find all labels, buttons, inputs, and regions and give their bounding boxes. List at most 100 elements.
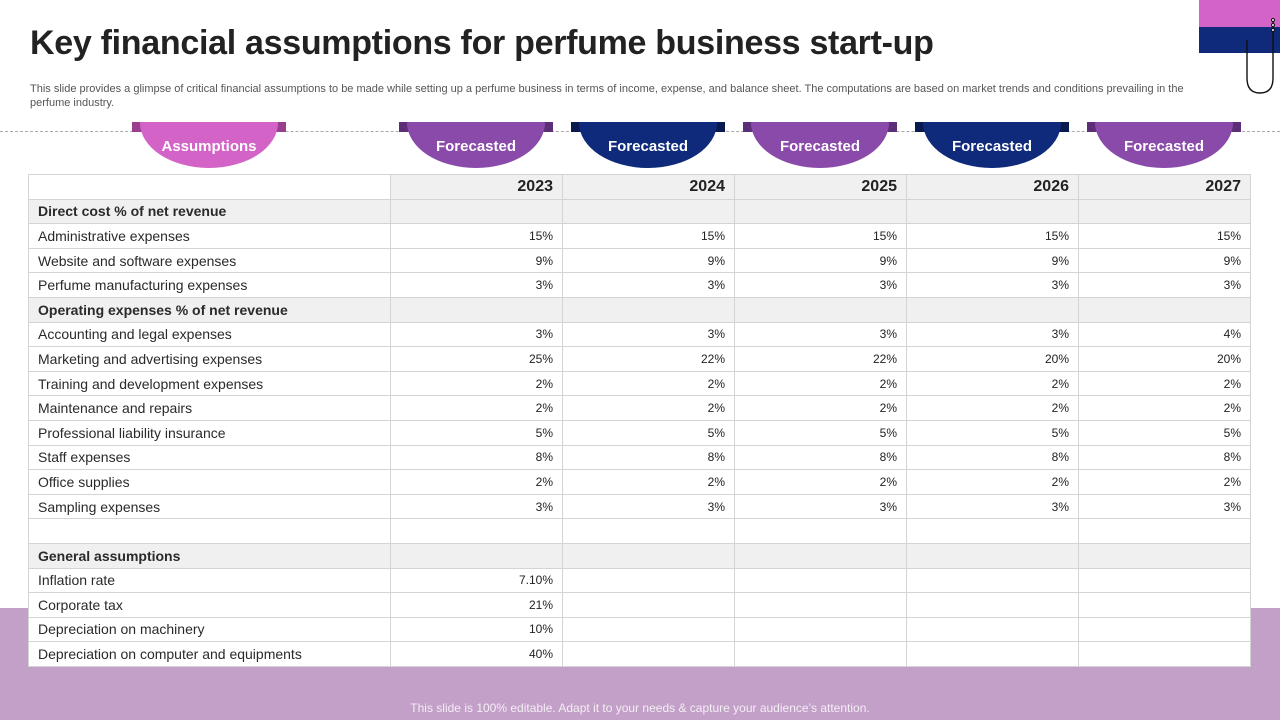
value-cell	[906, 616, 1079, 643]
corner-navy-block	[1199, 27, 1280, 53]
value-cell: 2%	[906, 370, 1079, 397]
value-cell	[562, 296, 735, 323]
row-label	[28, 518, 391, 544]
value-cell: 9%	[734, 247, 907, 274]
value-cell	[906, 198, 1079, 225]
tab-bowl: Forecasted	[1095, 122, 1233, 168]
value-cell: 15%	[390, 223, 563, 249]
table-row: Professional liability insurance 5% 5% 5% 5%…	[28, 419, 1251, 446]
value-cell: 3%	[906, 493, 1079, 520]
value-cell: 2%	[562, 395, 735, 421]
value-cell	[906, 592, 1079, 618]
footer-note: This slide is 100% editable. Adapt it to…	[410, 701, 870, 715]
value-cell	[562, 567, 735, 594]
value-cell	[1078, 641, 1251, 667]
value-cell: 3%	[562, 272, 735, 298]
value-cell	[562, 592, 735, 618]
tab-bowl: Forecasted	[579, 122, 717, 168]
tab-forecasted-2026: Forecasted	[915, 122, 1069, 168]
year-header-2023: 2023	[390, 174, 563, 200]
tab-label: Forecasted	[1123, 137, 1205, 155]
tab-bowl: Assumptions	[140, 122, 278, 168]
value-cell: 2%	[1078, 370, 1251, 397]
value-cell: 3%	[734, 493, 907, 520]
value-cell	[1078, 592, 1251, 618]
value-cell: 4%	[1078, 321, 1251, 348]
value-cell: 2%	[906, 395, 1079, 421]
value-cell	[1078, 198, 1251, 225]
value-cell: 3%	[562, 321, 735, 348]
row-label: Depreciation on machinery	[28, 616, 391, 643]
value-cell: 2%	[390, 395, 563, 421]
row-label: Maintenance and repairs	[28, 395, 391, 421]
value-cell: 5%	[906, 419, 1079, 446]
value-cell	[562, 641, 735, 667]
value-cell: 7.10%	[390, 567, 563, 594]
value-cell	[390, 542, 563, 569]
value-cell: 2%	[906, 469, 1079, 495]
value-cell	[906, 567, 1079, 594]
tab-label: Assumptions	[161, 137, 257, 155]
table-section-row: Operating expenses % of net revenue	[28, 296, 1251, 323]
value-cell: 2%	[734, 370, 907, 397]
row-label: Marketing and advertising expenses	[28, 346, 391, 372]
row-label: Professional liability insurance	[28, 419, 391, 446]
value-cell	[562, 542, 735, 569]
table-header-row: 2023 2024 2025 2026 2027	[28, 174, 1251, 200]
tab-label: Forecasted	[607, 137, 689, 155]
value-cell	[734, 567, 907, 594]
value-cell: 8%	[906, 444, 1079, 471]
table-body: Direct cost % of net revenue Administrati…	[28, 198, 1251, 667]
value-cell	[1078, 616, 1251, 643]
year-header-2027: 2027	[1078, 174, 1251, 200]
table-row: Marketing and advertising expenses 25% 22%…	[28, 346, 1251, 372]
value-cell: 5%	[390, 419, 563, 446]
value-cell: 9%	[562, 247, 735, 274]
row-label: Depreciation on computer and equipments	[28, 641, 391, 667]
table-section-row: Direct cost % of net revenue	[28, 198, 1251, 225]
tab-forecasted-2024: Forecasted	[571, 122, 725, 168]
table-row	[28, 518, 1251, 544]
value-cell	[906, 296, 1079, 323]
value-cell: 40%	[390, 641, 563, 667]
table-row: Staff expenses 8% 8% 8% 8% 8%	[28, 444, 1251, 471]
value-cell: 15%	[906, 223, 1079, 249]
value-cell: 8%	[390, 444, 563, 471]
corner-pink-block	[1199, 0, 1280, 27]
table-row: Corporate tax 21%	[28, 592, 1251, 618]
value-cell: 3%	[906, 321, 1079, 348]
value-cell	[734, 542, 907, 569]
value-cell	[906, 641, 1079, 667]
assumptions-table: 2023 2024 2025 2026 2027 Direct cost % of ne…	[28, 174, 1251, 667]
tab-bowl: Forecasted	[751, 122, 889, 168]
tab-label: Forecasted	[779, 137, 861, 155]
value-cell: 3%	[1078, 493, 1251, 520]
value-cell	[734, 296, 907, 323]
row-label: Training and development expenses	[28, 370, 391, 397]
tab-bowl: Forecasted	[407, 122, 545, 168]
table-row: Office supplies 2% 2% 2% 2% 2%	[28, 469, 1251, 495]
value-cell: 3%	[562, 493, 735, 520]
value-cell: 9%	[390, 247, 563, 274]
page-subtitle: This slide provides a glimpse of critica…	[30, 83, 1184, 109]
table-row: Inflation rate 7.10%	[28, 567, 1251, 594]
row-label: Inflation rate	[28, 567, 391, 594]
value-cell: 3%	[906, 272, 1079, 298]
value-cell: 5%	[1078, 419, 1251, 446]
row-label: Perfume manufacturing expenses	[28, 272, 391, 298]
tab-forecasted-2023: Forecasted	[399, 122, 553, 168]
value-cell	[734, 641, 907, 667]
row-label: General assumptions	[28, 542, 391, 569]
value-cell: 2%	[562, 469, 735, 495]
row-label: Operating expenses % of net revenue	[28, 296, 391, 323]
row-label: Administrative expenses	[28, 223, 391, 249]
table-corner-cell	[28, 174, 391, 200]
tab-forecasted-2025: Forecasted	[743, 122, 897, 168]
row-label: Office supplies	[28, 469, 391, 495]
value-cell: 2%	[390, 469, 563, 495]
value-cell: 8%	[1078, 444, 1251, 471]
value-cell: 9%	[906, 247, 1079, 274]
value-cell	[390, 198, 563, 225]
tab-forecasted-2027: Forecasted	[1087, 122, 1241, 168]
value-cell: 20%	[906, 346, 1079, 372]
